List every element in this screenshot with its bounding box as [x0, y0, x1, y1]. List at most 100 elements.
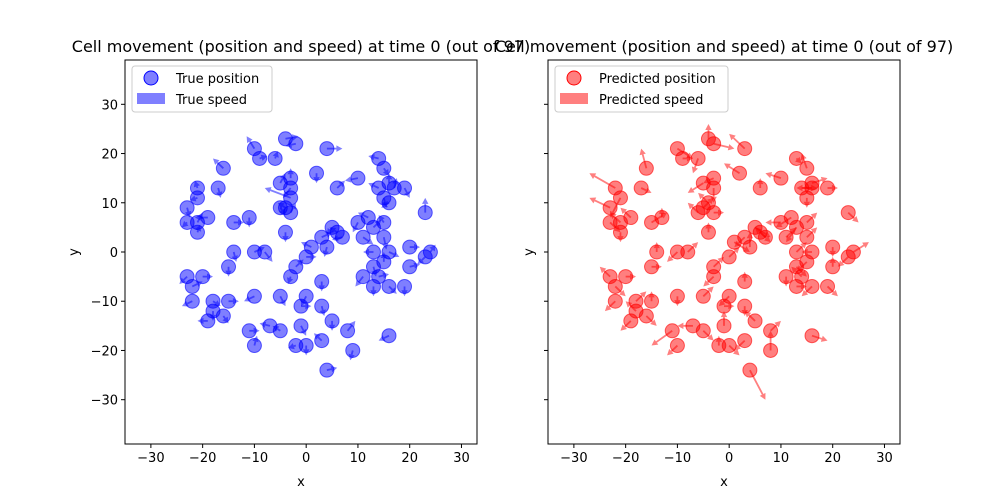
predicted-position-point	[804, 328, 820, 344]
true-position-point	[221, 259, 237, 275]
x-axis-label-predicted: x	[720, 475, 728, 490]
true-position-point	[340, 323, 356, 339]
x-tick-label: −30	[137, 451, 164, 466]
true-position-point	[246, 338, 262, 354]
chart-title-predicted: Cell movement (position and speed) at ti…	[495, 37, 953, 56]
predicted-position-point	[763, 342, 779, 358]
x-tick-label: 0	[725, 451, 733, 466]
y-tick-label: −10	[91, 295, 118, 310]
true-position-point	[195, 269, 211, 285]
x-tick-label: 30	[876, 451, 893, 466]
true-position-point	[184, 293, 200, 309]
true-position-point	[179, 200, 195, 216]
true-position-point	[298, 338, 314, 354]
predicted-position-point	[721, 338, 737, 354]
predicted-position-point	[742, 239, 758, 255]
predicted-position-point	[680, 244, 696, 260]
x-tick-label: −30	[560, 451, 587, 466]
y-ticks-predicted	[544, 103, 548, 401]
predicted-position-point	[607, 293, 623, 309]
true-position-point	[417, 249, 433, 265]
x-tick-label: 20	[401, 451, 418, 466]
true-position-point	[417, 205, 433, 221]
true-position-point	[298, 249, 314, 265]
predicted-marks	[589, 124, 869, 400]
predicted-position-point	[716, 318, 732, 334]
predicted-position-point	[695, 288, 711, 304]
subplot-true: Cell movement (position and speed) at ti…	[67, 37, 530, 490]
x-tick-label: 20	[824, 451, 841, 466]
y-ticks-true: −30 −20 −10 0 10 20 30	[91, 98, 125, 409]
true-position-point	[381, 195, 397, 211]
true-position-point	[184, 278, 200, 294]
true-marks	[179, 131, 438, 378]
predicted-position-point	[737, 333, 753, 349]
predicted-position-point	[752, 180, 768, 196]
predicted-position-point	[763, 323, 779, 339]
predicted-position-point	[737, 274, 753, 290]
legend-marker-true-position	[143, 70, 159, 86]
true-position-point	[319, 141, 335, 157]
true-position-point	[267, 150, 283, 166]
x-tick-label: −20	[189, 451, 216, 466]
predicted-position-point	[644, 214, 660, 230]
legend-label-predicted-position: Predicted position	[599, 72, 716, 87]
true-position-point	[293, 298, 309, 314]
predicted-position-point	[706, 269, 722, 285]
true-position-point	[319, 362, 335, 378]
predicted-position-point	[773, 214, 789, 230]
true-position-point	[376, 160, 392, 176]
true-position-point	[350, 214, 366, 230]
predicted-position-point	[778, 229, 794, 245]
true-position-point	[314, 298, 330, 314]
predicted-position-point	[695, 323, 711, 339]
legend-marker-true-speed	[137, 93, 165, 104]
predicted-position-point	[757, 229, 773, 245]
true-position-point	[257, 244, 273, 260]
predicted-position-point	[602, 200, 618, 216]
predicted-position-point	[706, 136, 722, 152]
predicted-position-point	[804, 278, 820, 294]
true-position-point	[226, 214, 242, 230]
true-position-point	[314, 333, 330, 349]
predicted-position-point	[737, 298, 753, 314]
predicted-position-point	[669, 338, 685, 354]
predicted-position-point	[742, 362, 758, 378]
true-position-point	[376, 214, 392, 230]
true-position-point	[272, 323, 288, 339]
true-position-point	[350, 170, 366, 186]
x-ticks-predicted: −30 −20 −10 0 10 20 30	[560, 444, 893, 466]
legend-label-true-position: True position	[175, 72, 259, 87]
predicted-position-point	[799, 214, 815, 230]
true-position-point	[397, 278, 413, 294]
legend-true: True position True speed	[131, 65, 273, 113]
legend-label-true-speed: True speed	[175, 93, 247, 108]
predicted-position-point	[726, 234, 742, 250]
predicted-position-point	[644, 293, 660, 309]
true-position-point	[226, 244, 242, 260]
predicted-position-point	[633, 180, 649, 196]
predicted-position-point	[690, 150, 706, 166]
predicted-position-point	[747, 313, 763, 329]
x-tick-label: −10	[664, 451, 691, 466]
y-tick-label: 0	[110, 246, 118, 261]
legend-label-predicted-speed: Predicted speed	[599, 93, 703, 108]
legend-marker-predicted-position	[566, 70, 582, 86]
true-position-point	[319, 239, 335, 255]
true-position-point	[288, 136, 304, 152]
predicted-position-point	[799, 190, 815, 206]
x-tick-label: 10	[773, 451, 790, 466]
true-position-point	[402, 239, 418, 255]
true-position-point	[397, 180, 413, 196]
predicted-position-point	[788, 278, 804, 294]
predicted-position-point	[612, 224, 628, 240]
x-tick-label: −10	[241, 451, 268, 466]
predicted-position-point	[649, 244, 665, 260]
predicted-position-point	[706, 205, 722, 221]
true-position-point	[345, 342, 361, 358]
true-position-point	[272, 288, 288, 304]
y-tick-label: 30	[101, 98, 118, 113]
chart-title-true: Cell movement (position and speed) at ti…	[72, 37, 530, 56]
subplot-predicted: Cell movement (position and speed) at ti…	[495, 37, 953, 490]
